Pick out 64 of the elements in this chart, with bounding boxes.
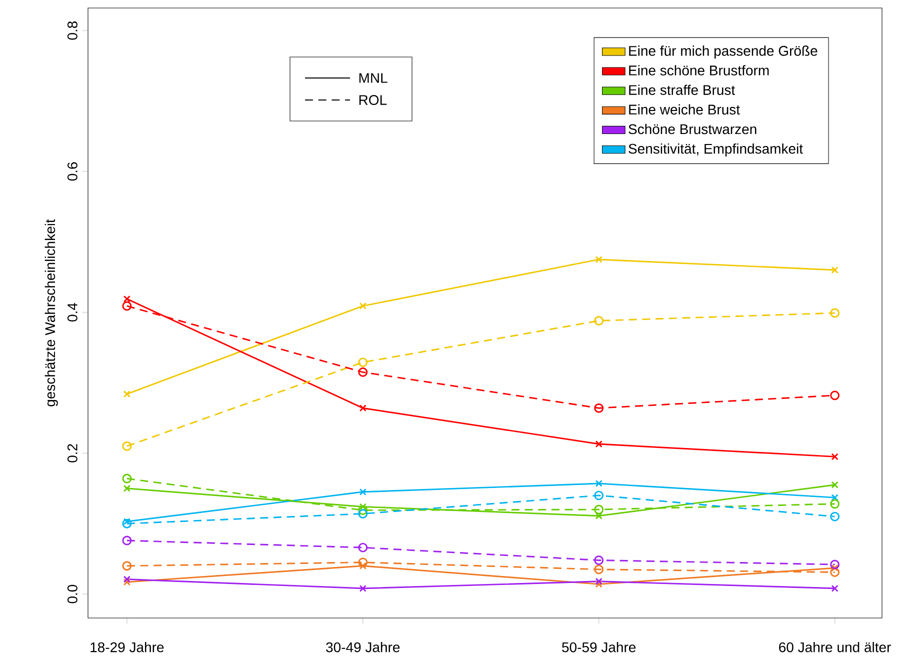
point (122, 474, 132, 484)
point (831, 266, 838, 274)
y-tick-label: 0.0 (67, 584, 78, 604)
y-tick-label: 0.2 (67, 444, 78, 462)
point (831, 584, 838, 592)
point (594, 556, 604, 565)
point (595, 480, 602, 488)
point (123, 484, 130, 492)
point (831, 453, 838, 460)
point (830, 308, 840, 318)
point (358, 358, 368, 368)
point (122, 561, 132, 571)
x-tick-label: 18-29 Jahre (90, 642, 164, 652)
point (123, 576, 130, 583)
point (830, 567, 840, 577)
point (594, 564, 604, 574)
point (594, 403, 604, 413)
point (830, 560, 840, 570)
point (123, 518, 130, 526)
point (830, 499, 840, 509)
point (359, 488, 366, 496)
legend-label: Eine schöne Brustform (629, 65, 769, 76)
y-axis-title: geschätzte Wahrscheinlichkeit (44, 219, 58, 406)
point (831, 481, 838, 488)
annotation: ROL (359, 95, 387, 105)
point (358, 367, 368, 377)
point (358, 558, 368, 568)
point (595, 256, 602, 264)
legend-label: Eine straffe Brust (629, 84, 736, 95)
point (122, 441, 132, 451)
x-tick-label: 30-49 Jahre (326, 642, 400, 652)
x-tick-label: 60 Jahre und älter (779, 642, 891, 652)
point (595, 512, 602, 520)
point (594, 490, 604, 500)
point (594, 316, 604, 326)
point (830, 512, 840, 522)
legend-label: Eine weiche Brust (629, 104, 740, 115)
y-tick-label: 0.6 (67, 162, 78, 181)
point (831, 494, 838, 502)
point (595, 440, 602, 448)
legend-label: Eine für mich passende Größe (629, 46, 818, 59)
point (830, 390, 840, 400)
point (123, 578, 130, 586)
annotation: MNL (359, 73, 388, 83)
point (358, 505, 368, 515)
point (358, 542, 368, 552)
point (359, 562, 366, 570)
legend-label: Sensitivität, Empfindsamkeit (628, 143, 803, 156)
point (595, 578, 602, 585)
point (358, 509, 368, 518)
point (122, 536, 132, 546)
y-tick-label: 0.4 (67, 302, 78, 322)
point (123, 390, 130, 398)
point (359, 302, 366, 310)
legend-label: Schöne Brustwarzen (628, 124, 756, 134)
point (359, 404, 366, 412)
point (359, 584, 366, 592)
x-tick-label: 50-59 Jahre (562, 642, 636, 652)
point (594, 504, 604, 514)
point (122, 301, 132, 311)
point (123, 295, 130, 302)
point (122, 518, 132, 528)
y-tick-label: 0.8 (67, 21, 78, 40)
point (595, 580, 602, 588)
